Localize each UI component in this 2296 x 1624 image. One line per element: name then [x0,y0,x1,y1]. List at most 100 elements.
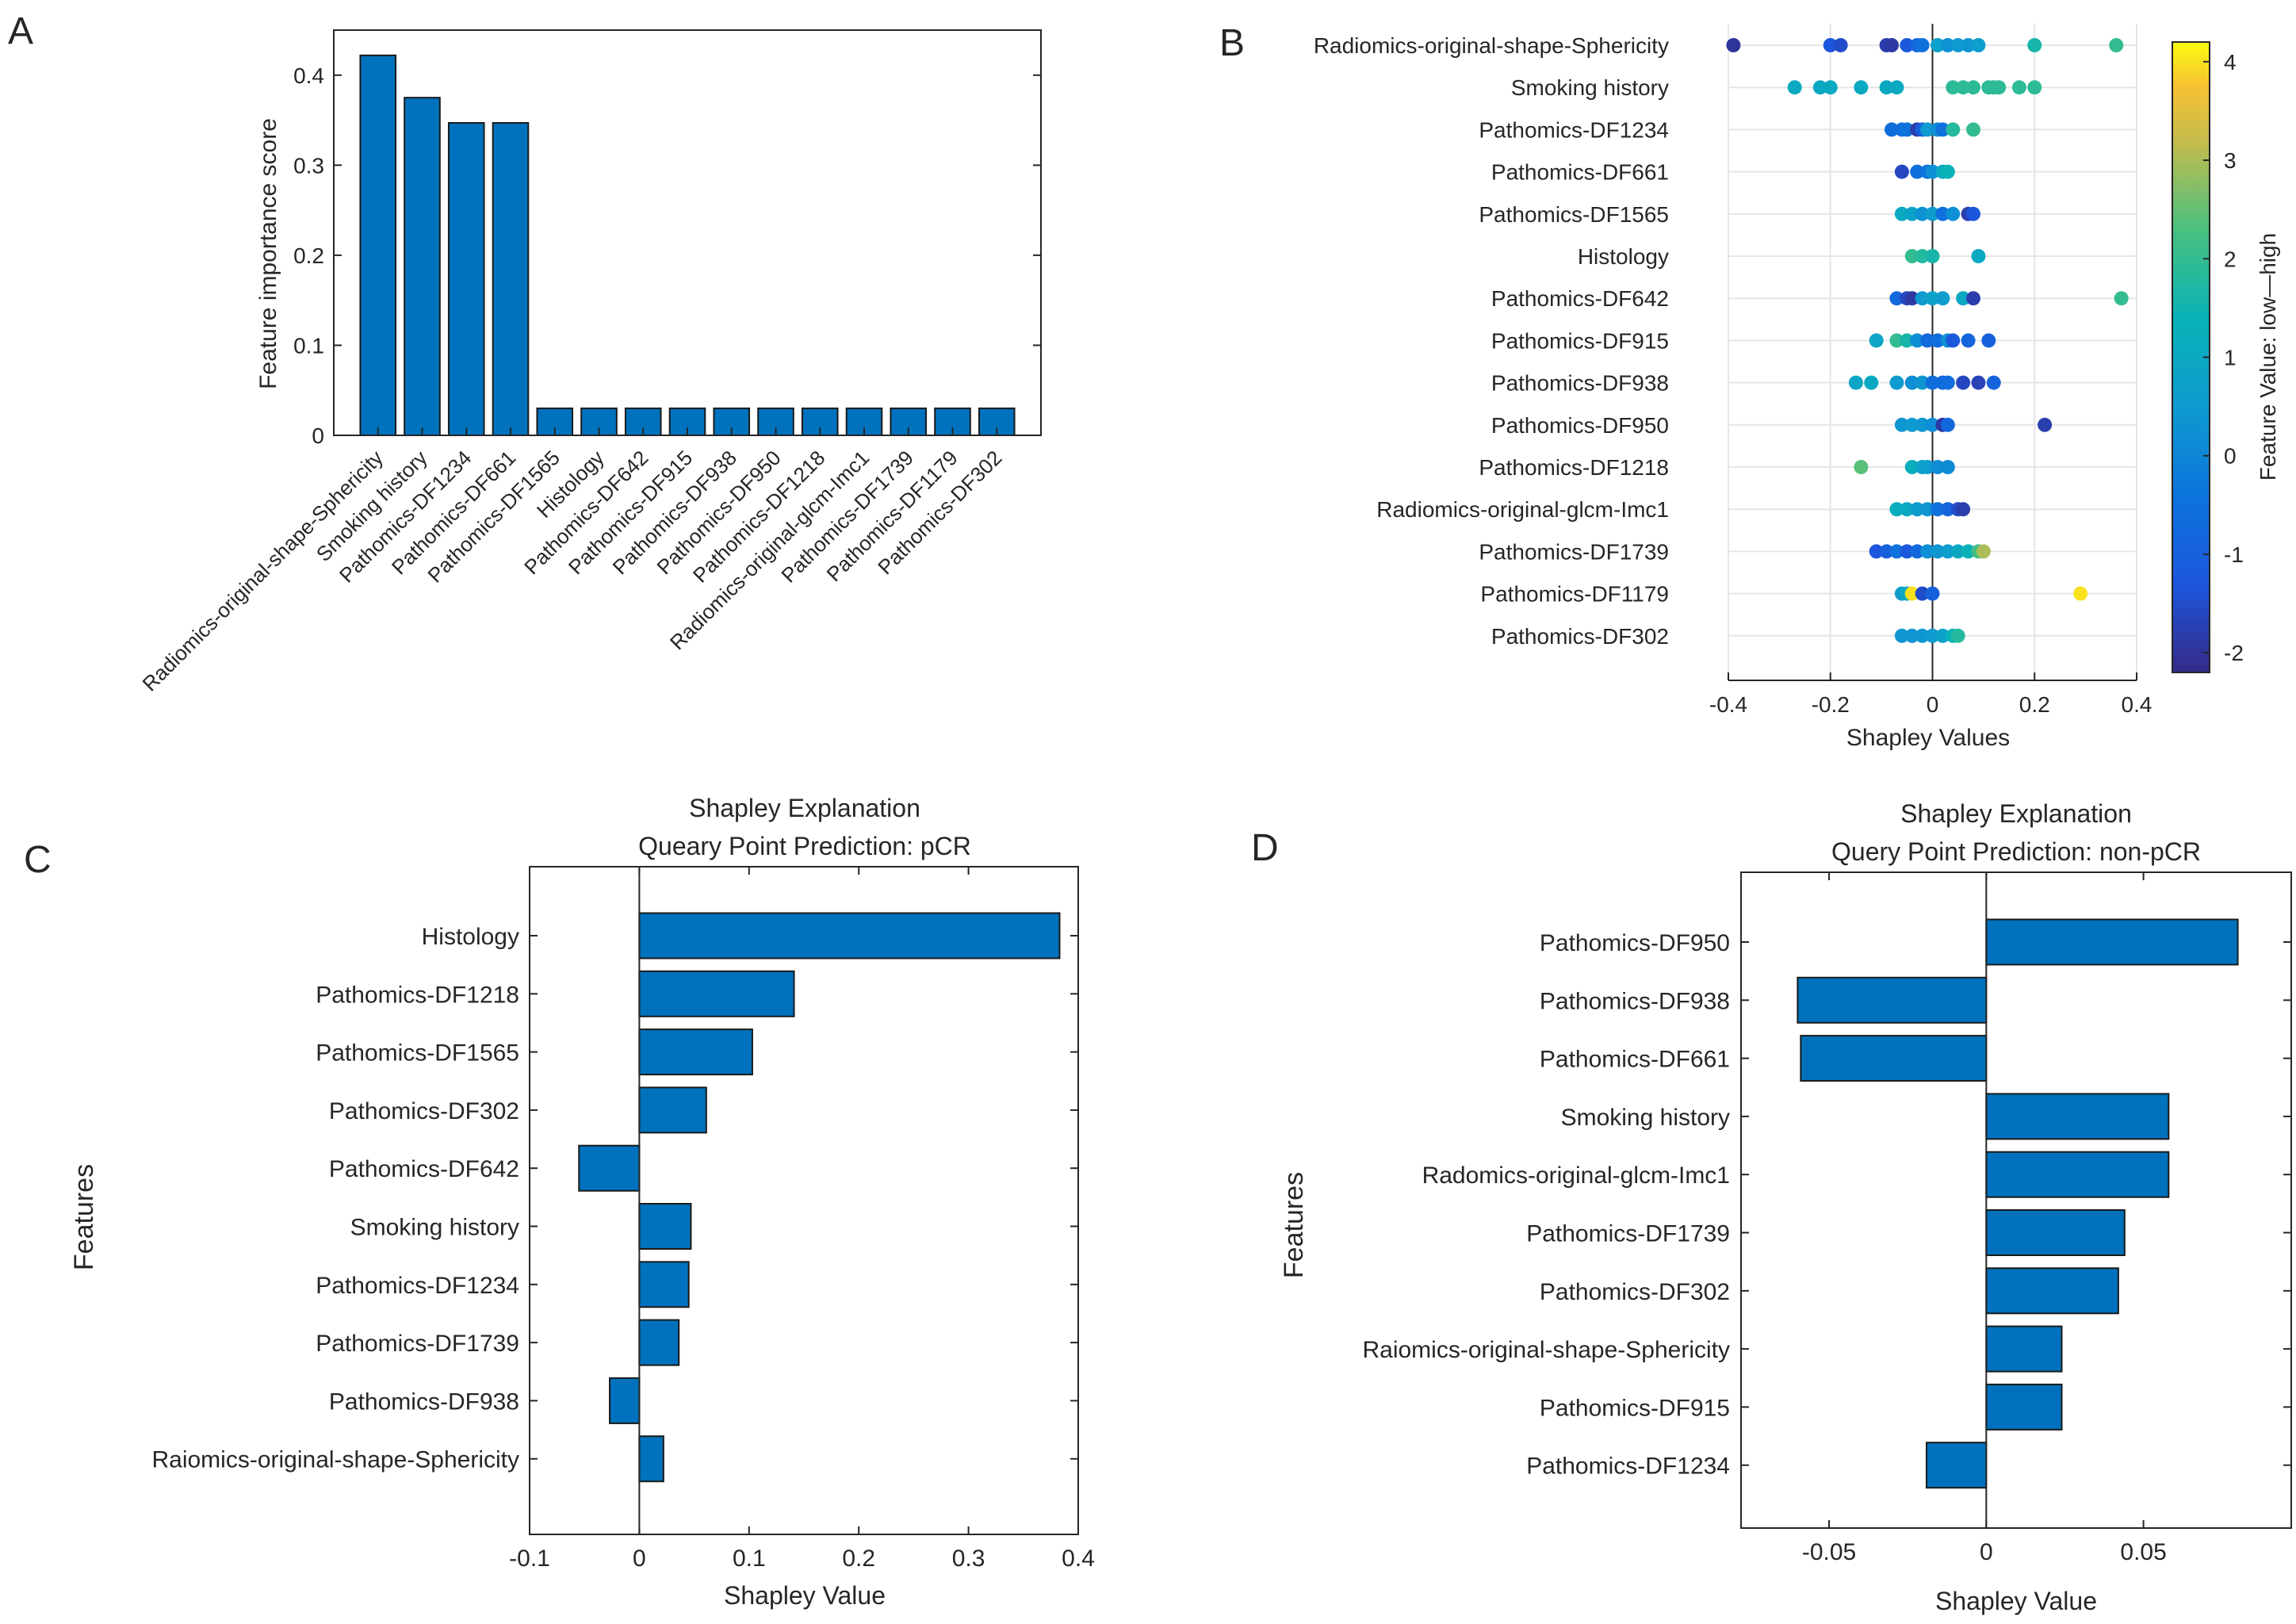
panel-c-ytick-label: Pathomics-DF1234 [316,1273,519,1299]
panel-b-shap-point [1915,38,1930,52]
panel-d-bar [1985,1267,2119,1315]
panel-c-bar [638,1203,692,1250]
panel-c-ytick-label: Pathomics-DF1739 [316,1331,519,1357]
panel-b-shap-point [1854,460,1869,474]
panel-c-title: Shapley Explanation [689,794,920,822]
panel-b-shap-point [1971,249,1986,263]
panel-b-shap-point [1889,375,1904,390]
panel-a-bar [447,121,485,436]
panel-b-shap-point [1981,333,1996,348]
panel-b-xtick-label: 0.4 [2122,692,2152,717]
panel-d-bar [1800,1035,1988,1082]
panel-b-shap-point [2109,38,2124,52]
panel-d-ytick-label: Pathomics-DF915 [1540,1395,1730,1421]
panel-a-bar [492,121,530,436]
panel-b-shap-point [1915,586,1930,601]
panel-b-shap-point [1940,38,1955,52]
panel-b-shap-point [1961,544,1976,559]
panel-b-shap-point [1946,206,1961,221]
panel-b-shap-point [1894,628,1909,643]
panel-b-shap-point [1946,80,1961,95]
panel-b-shap-point [1925,249,1940,263]
panel-b-ytick-label: Pathomics-DF661 [1491,160,1669,185]
panel-b-shap-point [1956,80,1971,95]
colorbar-tick-label: 1 [2224,346,2237,370]
panel-d-bar [1985,1325,2063,1373]
panel-b-shap-point [1956,375,1971,390]
panel-c-subtitle: Queary Point Prediction: pCR [638,832,971,860]
panel-c-shapley-explanation: Shapley Explanation Queary Point Predict… [69,794,1095,1610]
panel-b-shap-point [1925,586,1940,601]
panel-c-bar [638,1435,664,1483]
panel-b-xtick-label: -0.4 [1709,692,1747,717]
panel-b-shap-point [1812,80,1827,95]
panel-a-bar [359,54,397,436]
panel-d-bar [1985,918,2239,966]
panel-d-ytick-label: Smoking history [1561,1105,1730,1131]
panel-b-ytick-label: Pathomics-DF1234 [1479,117,1669,142]
panel-b-shap-point [1894,206,1909,221]
panel-c-xtick-label: 0 [633,1545,646,1572]
colorbar-tick-label: 4 [2224,50,2237,75]
panel-b-shap-point [2027,38,2042,52]
panel-b-shap-point [1889,80,1904,95]
panel-b-shap-point [1950,38,1965,52]
panel-c-bar [578,1144,641,1192]
panel-b-shap-point [1966,206,1980,221]
panel-b-shap-point [1864,375,1879,390]
panel-c-xlabel: Shapley Value [724,1581,886,1610]
panel-b-ytick-label: Pathomics-DF1565 [1479,202,1669,227]
panel-b-shap-point [1925,291,1940,306]
panel-b-shap-point [1900,333,1915,348]
panel-b-shap-point [1925,417,1940,432]
panel-b-shap-point [1900,544,1915,559]
panel-b-shap-point [1920,460,1935,474]
panel-c-xtick-label: 0.1 [733,1545,766,1572]
panel-b-shap-point [1915,291,1930,306]
panel-b-shap-point [1976,544,1991,559]
panel-b-shap-point [1925,164,1940,179]
panel-b-shap-point [1900,502,1915,517]
panel-b-shap-point [1950,544,1965,559]
panel-b-xtick-label: -0.2 [1812,692,1850,717]
panel-c-bar [609,1377,641,1424]
panel-a-ylabel: Feature importance score [255,118,281,389]
panel-b-shap-point [1915,249,1930,263]
panel-b-shap-point [1900,38,1915,52]
panel-b-shap-point [1904,586,1919,601]
panel-b-shap-point [1904,375,1919,390]
panel-b-shap-point [1900,122,1915,137]
panel-b-shap-point [1950,628,1965,643]
panel-d-ytick-label: Pathomics-DF1234 [1526,1454,1730,1480]
panel-b-shap-point [1894,417,1909,432]
panel-b-shap-point [1910,333,1925,348]
panel-b-shap-point [1920,502,1935,517]
panel-c-bar [638,1319,680,1366]
panel-b-shap-point [1935,206,1950,221]
panel-b-ytick-label: Histology [1578,244,1669,269]
panel-d-ytick-label: Pathomics-DF302 [1540,1279,1730,1305]
panel-d-xtick-label: 0 [1980,1539,1993,1565]
panel-a-ytick-label: 0.4 [293,63,324,88]
panel-b-shap-point [1971,38,1986,52]
panel-b-shap-point [1946,333,1961,348]
panel-c-ytick-label: Pathomics-DF938 [329,1388,519,1415]
panel-b-shap-point [1848,375,1863,390]
panel-b-shap-point [1904,460,1919,474]
panel-b-shap-point [1925,206,1940,221]
panel-b-shap-point [1966,122,1980,137]
panel-b-shap-point [2038,417,2053,432]
panel-b-shap-point [1940,460,1955,474]
panel-b-shap-point [1986,375,2001,390]
panel-b-shap-point [1915,375,1930,390]
panel-a-ytick-label: 0.2 [293,243,324,268]
panel-label-b: B [1219,22,1245,64]
panel-d-xtick-label: 0.05 [2120,1539,2166,1565]
panel-b-shap-point [1885,38,1899,52]
panel-d-bar [1985,1383,2063,1431]
panel-d-ytick-label: Raiomics-original-shape-Sphericity [1362,1337,1730,1363]
panel-b-shap-point [2114,291,2129,306]
panel-b-shap-point [1930,544,1945,559]
panel-b-shap-point [1940,417,1955,432]
panel-c-xtick-label: 0.4 [1062,1545,1095,1572]
